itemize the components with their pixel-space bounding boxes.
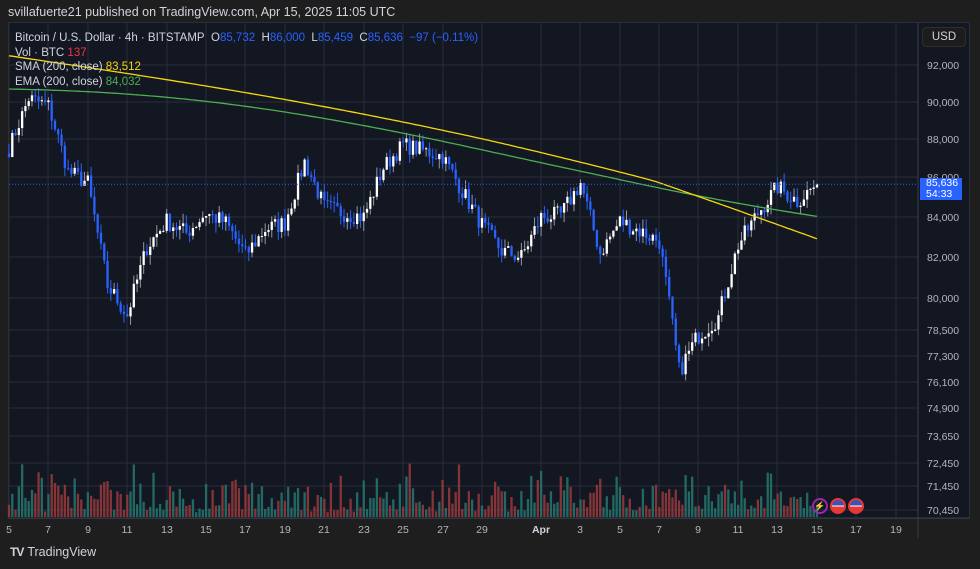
low-value: 85,459 xyxy=(317,32,353,44)
price-axis-label: 74,900 xyxy=(927,403,959,415)
time-axis-label: 13 xyxy=(771,524,783,536)
time-axis-label: 17 xyxy=(239,524,251,536)
chart-legend: Bitcoin / U.S. Dollar · 4h · BITSTAMP O8… xyxy=(15,31,478,89)
time-axis-label: 5 xyxy=(617,524,623,536)
time-axis-label: 15 xyxy=(811,524,823,536)
time-axis-label: 17 xyxy=(850,524,862,536)
last-price-value: 85,636 xyxy=(926,177,959,190)
legend-symbol-row: Bitcoin / U.S. Dollar · 4h · BITSTAMP O8… xyxy=(15,32,479,44)
time-axis-label: 5 xyxy=(6,524,12,536)
time-axis-label: 29 xyxy=(476,524,488,536)
published-header: svillafuerte21 published on TradingView.… xyxy=(8,5,396,19)
lightning-event-icon[interactable]: ⚡ xyxy=(812,498,828,514)
economic-events: ⚡ xyxy=(812,498,864,514)
change-value: −97 (−0.11%) xyxy=(409,32,479,44)
time-axis-label: 23 xyxy=(358,524,370,536)
bar-countdown: 54:33 xyxy=(926,188,953,201)
legend-ema-row[interactable]: EMA (200, close) 84,032 xyxy=(15,75,141,88)
volume-value: 137 xyxy=(67,46,87,59)
time-axis-label: 9 xyxy=(85,524,91,536)
us-flag-event-icon[interactable] xyxy=(830,498,846,514)
currency-button[interactable]: USD xyxy=(922,27,966,47)
high-value: 86,000 xyxy=(269,32,306,44)
price-axis-label: 90,000 xyxy=(927,97,959,109)
ema-value: 84,032 xyxy=(105,75,141,88)
tradingview-logo-icon: TV xyxy=(10,545,24,559)
price-axis-label: 70,450 xyxy=(927,505,959,517)
price-axis-label: 88,000 xyxy=(927,134,959,146)
time-axis-label: Apr xyxy=(532,524,550,536)
open-value: 85,732 xyxy=(219,32,256,44)
time-axis-label: 3 xyxy=(577,524,583,536)
sma-value: 83,512 xyxy=(105,61,141,73)
time-axis-label: 13 xyxy=(161,524,173,536)
price-axis-label: 72,450 xyxy=(927,458,959,470)
time-axis-label: 25 xyxy=(397,524,409,536)
legend-volume-row[interactable]: Vol · BTC 137 xyxy=(15,46,87,59)
footer-brand[interactable]: TV TradingView xyxy=(10,545,96,559)
time-axis-label: 7 xyxy=(45,524,51,536)
price-axis-label: 84,000 xyxy=(927,212,959,224)
time-axis-label: 15 xyxy=(200,524,212,536)
time-axis-label: 19 xyxy=(279,524,291,536)
time-axis-label: 27 xyxy=(437,524,449,536)
time-axis-label: 7 xyxy=(656,524,662,536)
price-axis-label: 76,100 xyxy=(927,377,959,389)
legend-sma-row[interactable]: SMA (200, close) 83,512 xyxy=(15,61,141,73)
close-value: 85,636 xyxy=(367,32,403,44)
time-axis-label: 9 xyxy=(695,524,701,536)
symbol-title[interactable]: Bitcoin / U.S. Dollar · 4h · BITSTAMP xyxy=(15,32,205,44)
time-axis-label: 21 xyxy=(318,524,330,536)
time-axis-label: 11 xyxy=(122,524,133,536)
price-axis-label: 80,000 xyxy=(927,293,959,305)
price-axis-label: 71,450 xyxy=(927,481,959,493)
us-flag-event-icon[interactable] xyxy=(848,498,864,514)
last-price-tag: 85,636 54:33 xyxy=(920,177,962,201)
price-axis-label: 77,300 xyxy=(927,351,959,363)
time-axis-label: 19 xyxy=(890,524,902,536)
price-axis-label: 92,000 xyxy=(927,60,959,72)
price-axis-label: 78,500 xyxy=(927,325,959,337)
price-axis-label: 82,000 xyxy=(927,252,959,264)
time-axis-label: 11 xyxy=(733,524,744,536)
brand-name: TradingView xyxy=(27,545,97,559)
price-axis-label: 73,650 xyxy=(927,431,959,443)
